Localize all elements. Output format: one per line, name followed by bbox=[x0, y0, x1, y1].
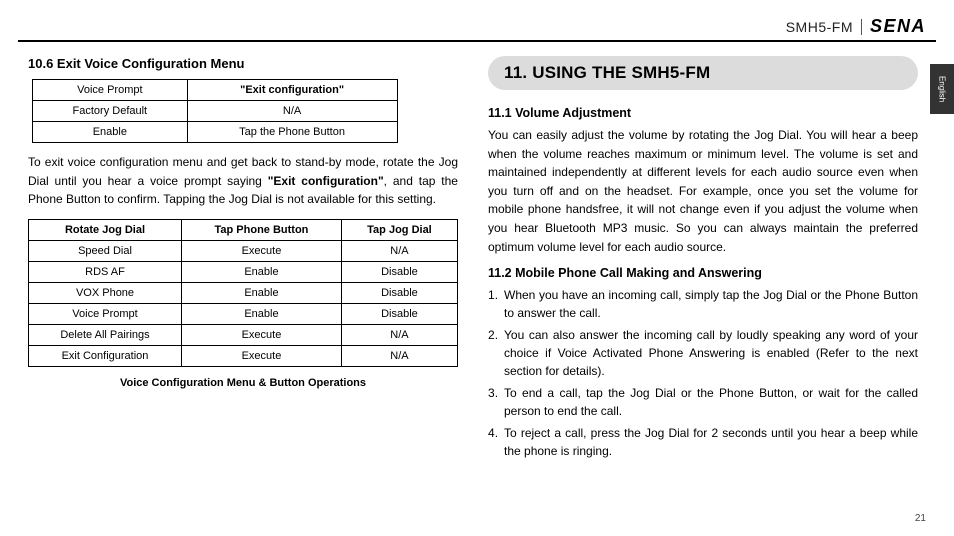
right-column: 11. USING THE SMH5-FM 11.1 Volume Adjust… bbox=[488, 56, 918, 516]
table-row: Exit ConfigurationExecuteN/A bbox=[29, 345, 458, 366]
cell: Voice Prompt bbox=[33, 80, 188, 101]
cell: Enable bbox=[33, 122, 188, 143]
product-name: SMH5-FM bbox=[786, 19, 853, 35]
page-number: 21 bbox=[915, 513, 926, 524]
table-row: Delete All PairingsExecuteN/A bbox=[29, 324, 458, 345]
cell: RDS AF bbox=[29, 261, 182, 282]
cell: N/A bbox=[341, 240, 457, 261]
heading-11-2: 11.2 Mobile Phone Call Making and Answer… bbox=[488, 266, 918, 280]
call-steps-list: When you have an incoming call, simply t… bbox=[488, 286, 918, 460]
cell: Disable bbox=[341, 261, 457, 282]
content-columns: 10.6 Exit Voice Configuration Menu Voice… bbox=[28, 56, 918, 516]
table-row: Factory Default N/A bbox=[33, 101, 398, 122]
top-rule bbox=[18, 40, 936, 42]
exit-config-paragraph: To exit voice configuration menu and get… bbox=[28, 153, 458, 209]
table-row: Voice Prompt "Exit configuration" bbox=[33, 80, 398, 101]
cell: Disable bbox=[341, 303, 457, 324]
cell: "Exit configuration" bbox=[187, 80, 397, 101]
cell: N/A bbox=[341, 324, 457, 345]
cell: Disable bbox=[341, 282, 457, 303]
left-column: 10.6 Exit Voice Configuration Menu Voice… bbox=[28, 56, 458, 516]
table-row: Speed DialExecuteN/A bbox=[29, 240, 458, 261]
list-item: To reject a call, press the Jog Dial for… bbox=[488, 424, 918, 460]
language-tab: English bbox=[930, 64, 954, 114]
heading-11-1: 11.1 Volume Adjustment bbox=[488, 106, 918, 120]
cell: Exit Configuration bbox=[29, 345, 182, 366]
cell: Tap the Phone Button bbox=[187, 122, 397, 143]
header-divider bbox=[861, 19, 862, 35]
table-header-row: Rotate Jog Dial Tap Phone Button Tap Jog… bbox=[29, 219, 458, 240]
list-item: To end a call, tap the Jog Dial or the P… bbox=[488, 384, 918, 420]
cell: Speed Dial bbox=[29, 240, 182, 261]
list-item: You can also answer the incoming call by… bbox=[488, 326, 918, 380]
page-header: SMH5-FM SENA bbox=[786, 16, 926, 37]
cell: N/A bbox=[341, 345, 457, 366]
volume-paragraph: You can easily adjust the volume by rota… bbox=[488, 126, 918, 256]
chapter-banner: 11. USING THE SMH5-FM bbox=[488, 56, 918, 90]
para-bold: "Exit configuration" bbox=[268, 174, 384, 188]
table-row: RDS AFEnableDisable bbox=[29, 261, 458, 282]
heading-10-6: 10.6 Exit Voice Configuration Menu bbox=[28, 56, 458, 71]
cell: Delete All Pairings bbox=[29, 324, 182, 345]
col-header: Tap Jog Dial bbox=[341, 219, 457, 240]
cell: VOX Phone bbox=[29, 282, 182, 303]
cell: Enable bbox=[182, 261, 342, 282]
col-header: Rotate Jog Dial bbox=[29, 219, 182, 240]
table-caption: Voice Configuration Menu & Button Operat… bbox=[28, 377, 458, 389]
chapter-title: 11. USING THE SMH5-FM bbox=[504, 63, 710, 82]
list-item: When you have an incoming call, simply t… bbox=[488, 286, 918, 322]
cell: Voice Prompt bbox=[29, 303, 182, 324]
table-row: VOX PhoneEnableDisable bbox=[29, 282, 458, 303]
cell: N/A bbox=[187, 101, 397, 122]
cell: Factory Default bbox=[33, 101, 188, 122]
cell: Execute bbox=[182, 240, 342, 261]
cell: Enable bbox=[182, 303, 342, 324]
brand-logo: SENA bbox=[870, 16, 926, 37]
cell: Execute bbox=[182, 324, 342, 345]
exit-config-table: Voice Prompt "Exit configuration" Factor… bbox=[32, 79, 398, 143]
table-row: Voice PromptEnableDisable bbox=[29, 303, 458, 324]
table-row: Enable Tap the Phone Button bbox=[33, 122, 398, 143]
col-header: Tap Phone Button bbox=[182, 219, 342, 240]
cell: Enable bbox=[182, 282, 342, 303]
cell: Execute bbox=[182, 345, 342, 366]
operations-table: Rotate Jog Dial Tap Phone Button Tap Jog… bbox=[28, 219, 458, 367]
